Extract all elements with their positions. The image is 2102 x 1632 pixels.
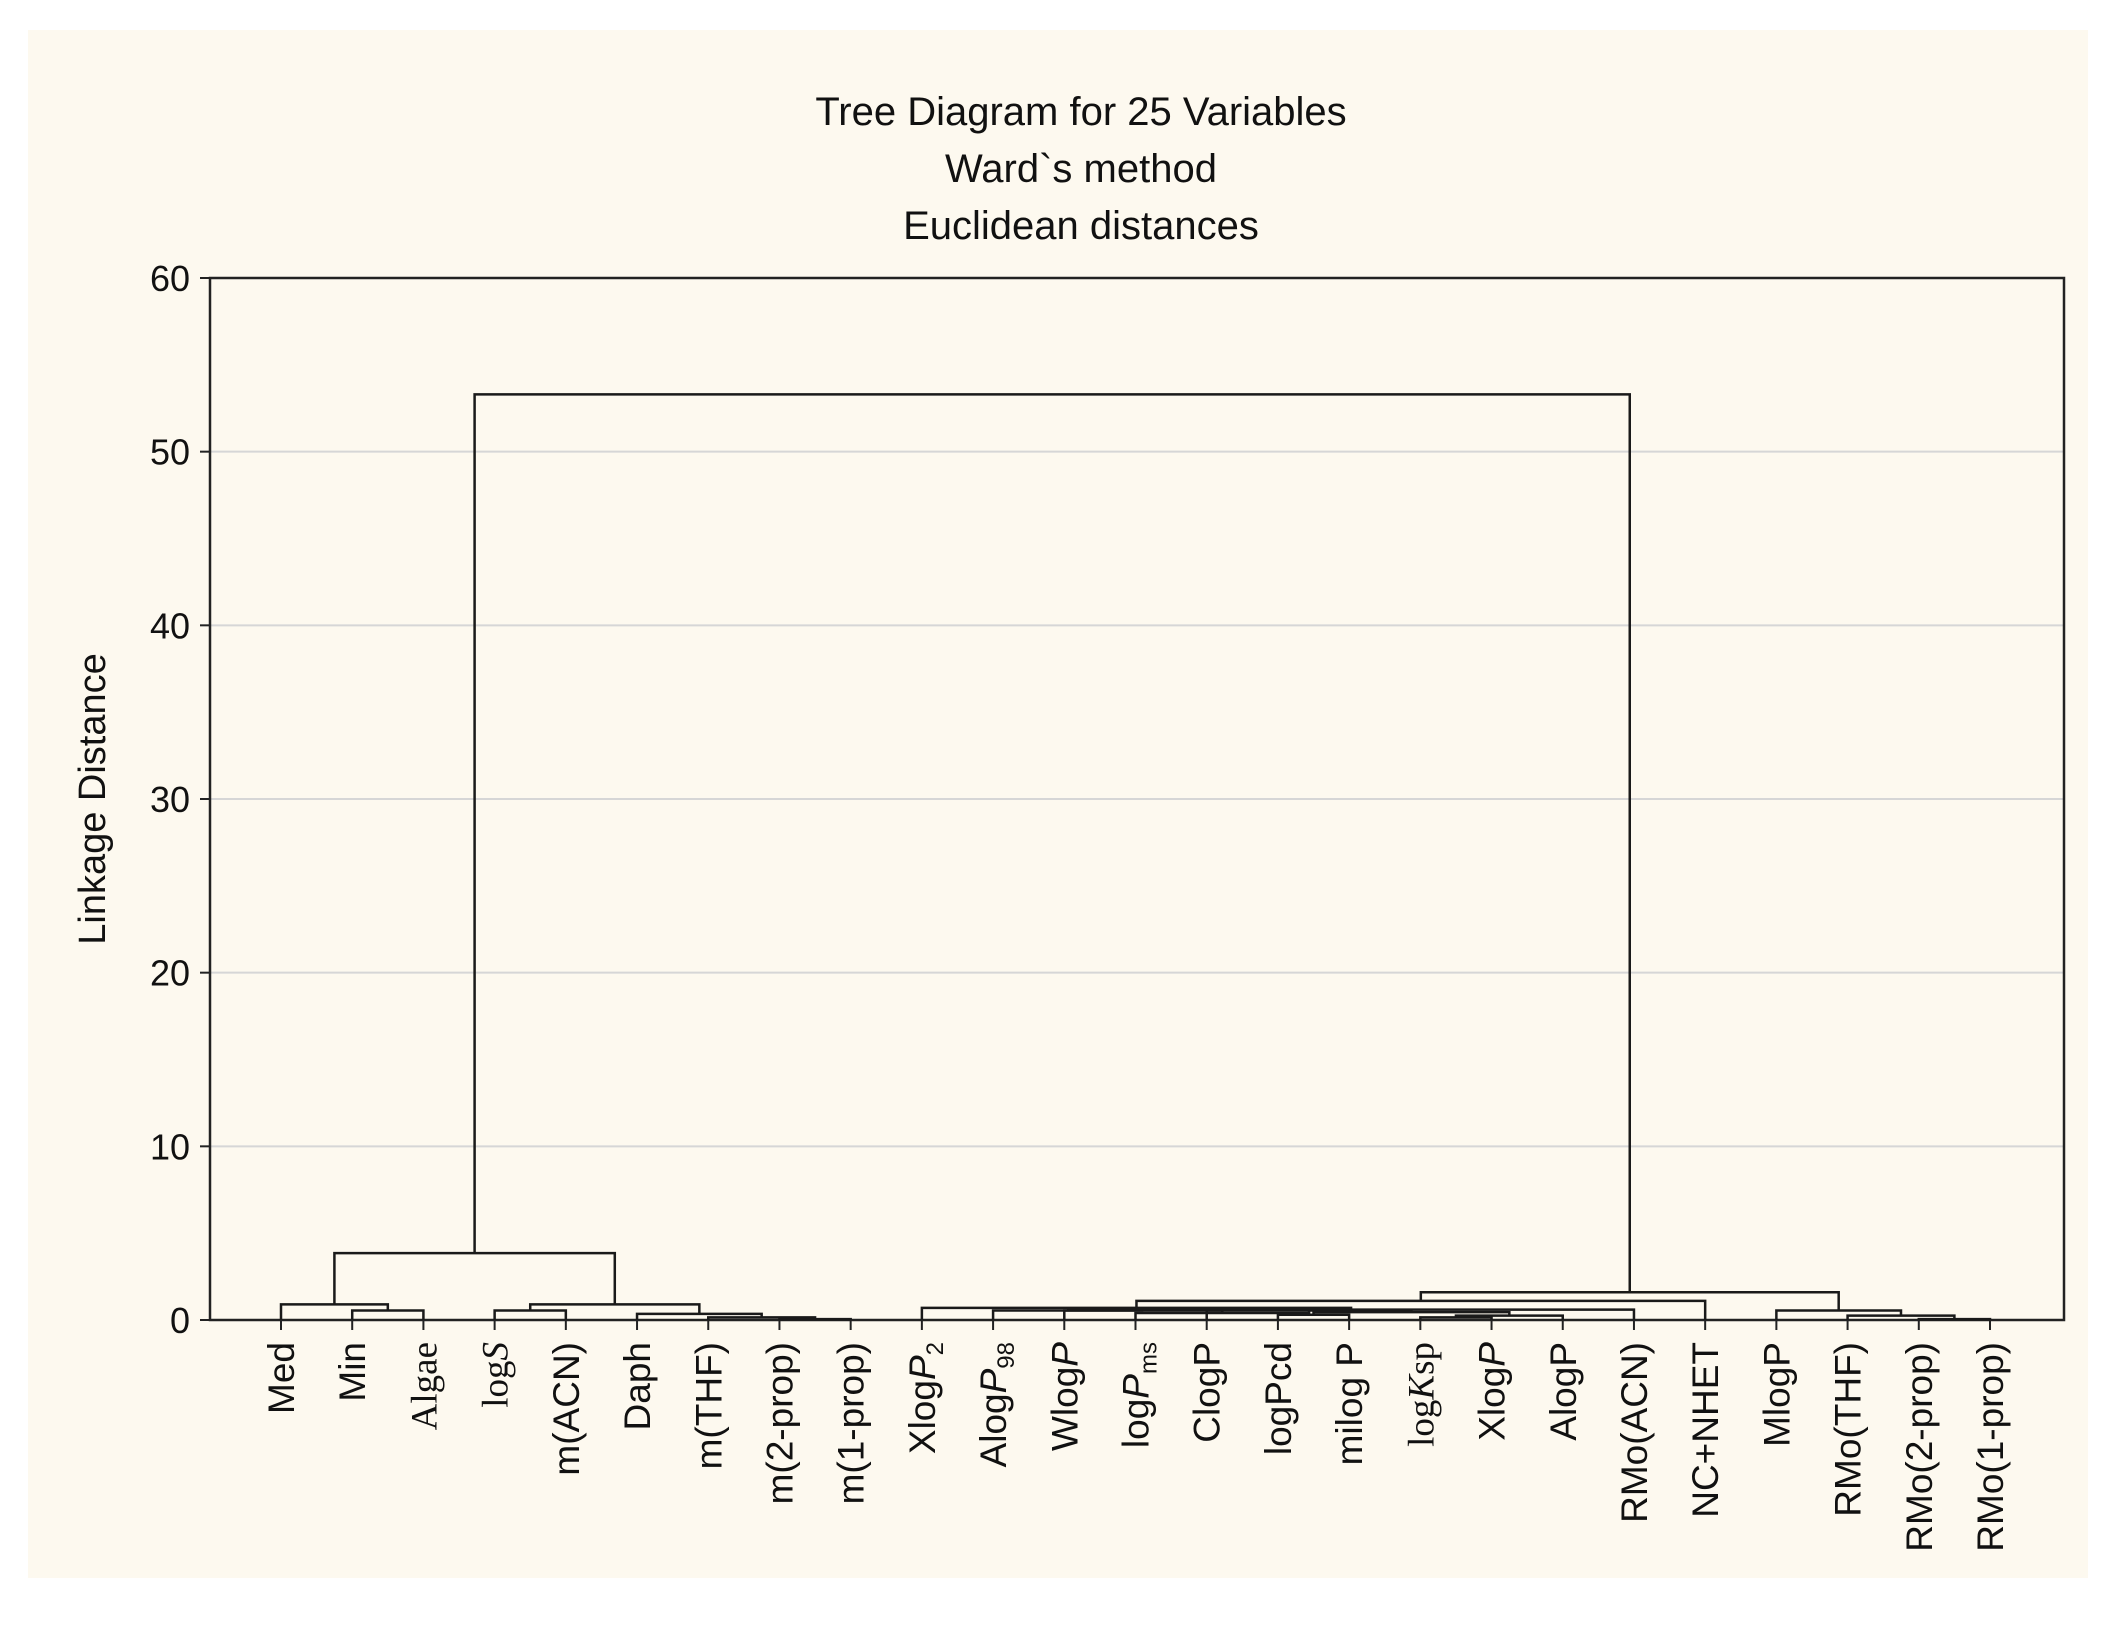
y-tick-label: 10	[150, 1126, 190, 1167]
dendrogram-link	[707, 1316, 817, 1320]
leaf-label: logPms	[1116, 1342, 1163, 1448]
leaf-label: Med	[261, 1342, 302, 1414]
dendrogram-link	[778, 1317, 852, 1321]
leaf-label: m(ACN)	[546, 1342, 587, 1476]
leaf-label: logPcd	[1258, 1342, 1299, 1455]
chart-title-line: Euclidean distances	[903, 204, 1259, 248]
y-axis-label: Linkage Distance	[72, 653, 114, 945]
leaf-label: AlogP	[1543, 1342, 1584, 1441]
dendrogram-link	[473, 393, 1631, 1293]
leaf-label: RMo(ACN)	[1614, 1342, 1655, 1523]
dendrogram-link	[1917, 1317, 1992, 1321]
leaf-label: MlogP	[1756, 1342, 1797, 1447]
leaf-label: WlogP	[1044, 1342, 1085, 1451]
leaf-label: Min	[332, 1342, 373, 1402]
leaf-label: XlogP	[1472, 1342, 1513, 1441]
leaf-label: logKsp	[1401, 1342, 1442, 1447]
leaf-label: NC+NHET	[1685, 1342, 1726, 1518]
leaf-label: AlogP98	[973, 1342, 1020, 1467]
dendrogram-link	[528, 1303, 701, 1314]
chart-title-line: Tree Diagram for 25 Variables	[815, 90, 1346, 134]
leaf-label: logS	[476, 1342, 517, 1408]
dendrogram-link	[493, 1309, 568, 1320]
dendrogram-link	[1419, 1316, 1493, 1320]
dendrogram-link	[350, 1309, 425, 1320]
chart-panel: Tree Diagram for 25 Variables Ward`s meth…	[28, 30, 2088, 1578]
dendrogram-link	[991, 1309, 1144, 1320]
y-tick-label: 50	[150, 432, 190, 473]
chart-title-line: Ward`s method	[945, 147, 1217, 191]
dendrogram-link	[279, 1303, 390, 1320]
leaf-label: Daph	[617, 1342, 658, 1430]
dendrogram-link	[1312, 1310, 1511, 1316]
leaf-label: m(1-prop)	[831, 1342, 872, 1504]
y-tick-label: 30	[150, 779, 190, 820]
y-tick-label: 60	[150, 258, 190, 299]
dendrogram-link	[1846, 1314, 1956, 1320]
leaf-label: Algae	[404, 1342, 445, 1430]
dendrogram-chart: Tree Diagram for 25 Variables Ward`s meth…	[72, 90, 2066, 1552]
dendrogram-link	[333, 1251, 617, 1305]
leaf-label: m(THF)	[688, 1342, 729, 1469]
dendrogram-link	[1135, 1299, 1707, 1320]
y-tick-label: 20	[150, 953, 190, 994]
y-tick-label: 0	[170, 1300, 190, 1341]
y-tick-label: 40	[150, 605, 190, 646]
dendrogram-link	[1775, 1309, 1903, 1320]
leaf-label: milog P	[1329, 1342, 1370, 1465]
dendrogram-link	[1454, 1314, 1564, 1320]
leaf-label: XlogP2	[902, 1342, 949, 1454]
leaf-label: RMo(THF)	[1828, 1342, 1869, 1517]
leaf-label: m(2-prop)	[759, 1342, 800, 1504]
plot-frame	[208, 276, 2066, 1322]
leaf-label: RMo(1-prop)	[1970, 1342, 2011, 1552]
leaf-label: ClogP	[1187, 1342, 1228, 1443]
leaf-label: RMo(2-prop)	[1899, 1342, 1940, 1552]
